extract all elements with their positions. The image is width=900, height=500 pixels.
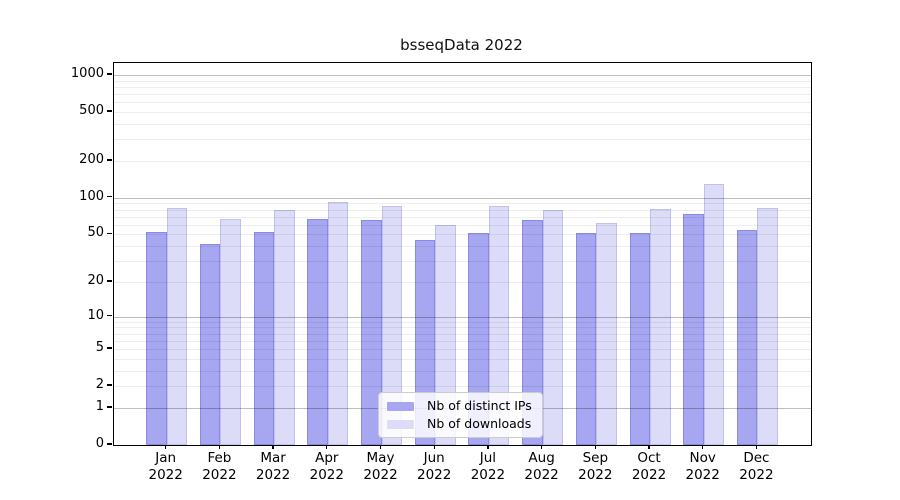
x-axis-label: Dec 2022 xyxy=(739,450,774,483)
bar-distinct-ips-may xyxy=(361,219,382,445)
bar-distinct-ips-feb xyxy=(199,243,221,445)
y-axis-tick-mark xyxy=(107,110,112,112)
x-axis-label: Jun 2022 xyxy=(417,450,452,483)
y-axis-tick-label: 5 xyxy=(95,340,104,356)
bar-distinct-ips-aug xyxy=(522,219,543,445)
y-axis-tick-mark xyxy=(107,443,112,445)
x-axis-label: Sep 2022 xyxy=(578,450,613,483)
bar-distinct-ips-sep xyxy=(575,233,597,445)
bar-group-mar xyxy=(253,63,295,445)
y-axis-tick-mark xyxy=(107,196,112,198)
bar-group-jul xyxy=(468,63,510,445)
x-axis-label: Feb 2022 xyxy=(202,450,237,483)
x-axis-label: Oct 2022 xyxy=(631,450,667,483)
legend-label: Nb of downloads xyxy=(427,416,532,431)
x-axis-tick-mark xyxy=(326,444,328,449)
legend-item: Nb of distinct IPs xyxy=(387,399,532,413)
y-axis-tick-mark xyxy=(107,347,112,349)
legend-label: Nb of distinct IPs xyxy=(427,398,532,413)
x-axis-tick-mark xyxy=(218,444,221,449)
x-axis-label: Jul 2022 xyxy=(470,450,506,483)
y-axis-tick-mark xyxy=(107,159,112,161)
bar-downloads-sep xyxy=(596,223,617,445)
bar-downloads-jan xyxy=(166,208,188,445)
x-axis-tick-mark xyxy=(755,444,758,449)
bar-distinct-ips-dec xyxy=(736,230,758,445)
bar-group-oct xyxy=(629,63,671,445)
bar-downloads-nov xyxy=(703,184,725,445)
y-axis-tick-label: 10 xyxy=(87,307,104,323)
x-axis-tick-mark xyxy=(487,444,489,449)
bar-downloads-jul xyxy=(488,206,510,445)
bar-group-jan xyxy=(146,63,188,445)
legend-swatch-distinct-ips xyxy=(387,401,414,411)
x-axis-tick-mark xyxy=(648,444,650,449)
x-axis-label: Apr 2022 xyxy=(309,450,344,483)
y-axis-tick-mark xyxy=(107,280,112,282)
x-axis-tick-mark xyxy=(540,444,543,449)
y-axis-tick-mark xyxy=(107,73,112,75)
bar-distinct-ips-oct xyxy=(629,233,650,445)
y-axis-tick-label: 2 xyxy=(95,377,104,393)
plot-area xyxy=(113,62,812,446)
y-axis-tick-label: 500 xyxy=(79,103,104,119)
y-axis-tick-label: 200 xyxy=(79,151,104,167)
bar-group-nov xyxy=(683,63,725,445)
y-axis-tick-label: 100 xyxy=(79,188,104,204)
bar-downloads-oct xyxy=(650,209,671,445)
bar-downloads-apr xyxy=(327,201,349,445)
bar-distinct-ips-mar xyxy=(253,232,275,445)
bar-distinct-ips-apr xyxy=(307,219,328,445)
bar-group-aug xyxy=(522,63,564,445)
bar-downloads-mar xyxy=(274,210,295,445)
bar-distinct-ips-jan xyxy=(146,232,167,445)
bar-downloads-jun xyxy=(435,224,456,445)
y-axis-tick-label: 20 xyxy=(87,272,104,288)
bar-group-sep xyxy=(575,63,617,445)
y-axis-tick-mark xyxy=(107,384,112,386)
bar-group-apr xyxy=(307,63,349,445)
x-axis-tick-mark xyxy=(702,444,704,449)
legend-swatch-downloads xyxy=(387,419,414,429)
x-axis-label: Jan 2022 xyxy=(148,450,183,483)
x-axis-tick-mark xyxy=(433,444,435,449)
bar-group-dec xyxy=(736,63,778,445)
bar-downloads-may xyxy=(381,206,402,445)
bar-group-may xyxy=(361,63,402,445)
x-axis-tick-mark xyxy=(165,444,167,449)
bar-distinct-ips-nov xyxy=(683,213,704,445)
y-axis-tick-label: 50 xyxy=(87,225,104,241)
chart-title: bsseqData 2022 xyxy=(400,36,523,54)
bar-group-jun xyxy=(414,63,456,445)
y-axis-tick-label: 1000 xyxy=(70,65,104,81)
x-axis-tick-mark xyxy=(379,444,382,449)
y-axis-tick-label: 1 xyxy=(95,398,104,414)
x-axis-tick-mark xyxy=(594,444,596,449)
x-axis-label: Mar 2022 xyxy=(255,450,291,483)
bar-downloads-aug xyxy=(542,210,564,445)
bar-downloads-dec xyxy=(757,208,778,445)
y-axis-tick-label: 0 xyxy=(95,436,104,451)
x-axis-label: May 2022 xyxy=(363,450,398,483)
bar-group-feb xyxy=(199,63,241,445)
y-axis-tick-mark xyxy=(107,406,112,408)
x-axis-label: Nov 2022 xyxy=(685,450,720,483)
bar-downloads-feb xyxy=(220,219,241,445)
legend-item: Nb of downloads xyxy=(387,417,532,431)
legend: Nb of distinct IPs Nb of downloads xyxy=(378,392,543,438)
y-axis-tick-mark xyxy=(107,232,112,235)
x-axis-tick-mark xyxy=(272,444,274,449)
x-axis-label: Aug 2022 xyxy=(524,450,559,483)
y-axis-tick-mark xyxy=(107,314,112,317)
